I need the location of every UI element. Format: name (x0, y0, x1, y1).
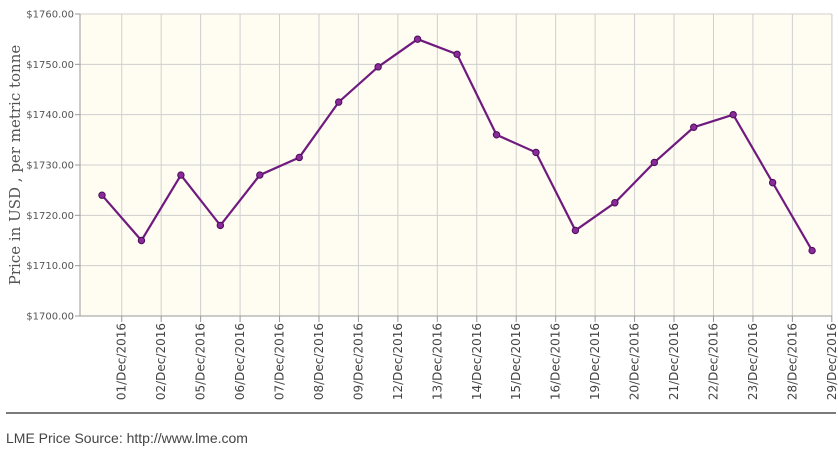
y-tick-label: $1750.00 (26, 60, 74, 71)
data-point (650, 158, 658, 167)
data-point (808, 246, 816, 255)
x-tick-label: 22/Dec/2016 (706, 323, 720, 400)
data-point (295, 153, 303, 162)
x-tick-label: 28/Dec/2016 (785, 323, 799, 400)
y-tick-label: $1740.00 (26, 110, 74, 121)
x-tick-label: 07/Dec/2016 (273, 323, 287, 400)
grid (80, 13, 833, 317)
divider (6, 412, 836, 414)
data-points (98, 35, 816, 255)
x-axis: 01/Dec/2016 02/Dec/2016 05/Dec/2016 06/Dec/… (80, 315, 838, 400)
data-point (216, 221, 225, 230)
data-point (335, 98, 343, 106)
x-tick-label: 20/Dec/2016 (628, 323, 642, 400)
data-point (768, 178, 777, 187)
data-point (690, 123, 698, 131)
x-tick-label: 23/Dec/2016 (746, 323, 760, 400)
y-axis-label: Price in USD , per metric tonne (6, 45, 24, 286)
data-point (453, 50, 461, 58)
data-point (256, 171, 264, 179)
data-point (374, 63, 382, 71)
y-tick-label: $1730.00 (26, 161, 74, 172)
x-tick-label: 12/Dec/2016 (391, 323, 405, 400)
y-tick-label: $1710.00 (26, 261, 74, 272)
source-note: LME Price Source: http://www.lme.com (6, 430, 248, 446)
data-point (137, 236, 146, 245)
data-point (492, 131, 501, 139)
x-tick-label: 05/Dec/2016 (194, 323, 208, 400)
data-point (532, 148, 540, 157)
y-tick-label: $1700.00 (26, 312, 74, 323)
data-point (98, 191, 106, 199)
data-point (611, 199, 619, 207)
x-tick-label: 06/Dec/2016 (233, 323, 247, 400)
y-tick-label: $1760.00 (26, 10, 74, 21)
x-tick-label: 08/Dec/2016 (312, 323, 326, 400)
y-tick-label: $1720.00 (26, 211, 74, 222)
x-tick-label: 02/Dec/2016 (154, 323, 168, 400)
x-tick-label: 15/Dec/2016 (509, 323, 523, 400)
data-point (571, 226, 580, 235)
x-tick-label: 01/Dec/2016 (115, 323, 129, 400)
x-tick-label: 09/Dec/2016 (351, 323, 365, 400)
data-point (413, 35, 422, 43)
y-axis: $1700.00 $1710.00 $1720.00 $1730.00 $1740.00… (26, 10, 81, 323)
x-tick-label: 13/Dec/2016 (430, 323, 444, 400)
x-tick-label: 29/Dec/2016 (825, 323, 838, 400)
line-chart: $1700.00 $1710.00 $1720.00 $1730.00 $1740.00… (6, 10, 838, 401)
data-point (729, 110, 737, 119)
x-tick-label: 14/Dec/2016 (470, 323, 484, 400)
x-tick-label: 21/Dec/2016 (667, 323, 681, 400)
data-point (177, 171, 185, 179)
x-tick-label: 16/Dec/2016 (549, 323, 563, 400)
x-tick-label: 19/Dec/2016 (588, 323, 602, 400)
